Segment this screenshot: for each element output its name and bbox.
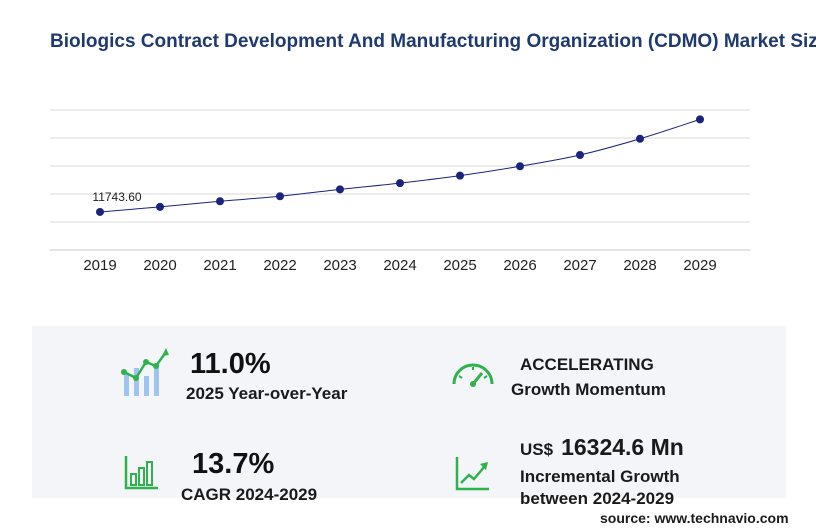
chart-title: Biologics Contract Development And Manuf…	[50, 31, 816, 52]
data-point-2028	[636, 134, 644, 143]
stats-panel	[32, 326, 786, 498]
yoy-value: 11.0%	[190, 348, 271, 380]
incremental-value: 16324.6 Mn	[561, 434, 684, 460]
x-tick-2025: 2025	[443, 257, 476, 274]
currency-label: US$	[520, 440, 554, 459]
data-point-2022	[276, 192, 284, 201]
x-tick-2024: 2024	[383, 257, 416, 274]
data-point-2029	[696, 115, 704, 124]
incremental-value-line: US$ 16324.6 Mn	[520, 434, 684, 461]
cagr-label: CAGR 2024-2029	[181, 485, 318, 504]
x-tick-2029: 2029	[683, 257, 716, 274]
bar-growth-icon	[121, 348, 169, 396]
line-growth-icon	[455, 457, 489, 491]
data-point-2021	[216, 197, 224, 206]
line-chart: 2019 2020 2021 2022 2023 2024 2025 2026 2027 2028…	[50, 109, 750, 274]
series-markers	[96, 115, 704, 216]
x-tick-2021: 2021	[203, 257, 236, 274]
bar-chart-icon	[124, 456, 158, 490]
gridlines	[50, 109, 750, 251]
data-point-2027	[576, 151, 584, 159]
x-tick-2027: 2027	[563, 257, 596, 274]
momentum-line1: ACCELERATING	[520, 355, 654, 374]
data-point-2026	[516, 162, 524, 171]
x-tick-2019: 2019	[83, 257, 116, 274]
yoy-label: 2025 Year-over-Year	[186, 384, 348, 403]
x-tick-2020: 2020	[143, 257, 176, 274]
incremental-line1: Incremental Growth	[520, 467, 680, 486]
cagr-value: 13.7%	[192, 448, 275, 480]
speedometer-icon	[452, 363, 494, 387]
x-tick-2026: 2026	[503, 257, 536, 274]
source-text: source: www.technavio.com	[600, 510, 789, 526]
x-tick-2028: 2028	[623, 257, 656, 274]
data-point-2024	[396, 179, 404, 188]
data-point-2020	[156, 202, 164, 211]
data-labels: 11743.60	[92, 190, 141, 204]
data-point-2025	[456, 171, 464, 180]
x-tick-2022: 2022	[263, 257, 296, 274]
data-point-2019	[96, 207, 104, 216]
x-axis-ticks: 2019 2020 2021 2022 2023 2024 2025 2026 2027 2028…	[83, 257, 716, 274]
momentum-line2: Growth Momentum	[511, 380, 666, 399]
incremental-line2: between 2024-2029	[520, 489, 675, 508]
data-label: 11743.60	[92, 190, 141, 204]
x-tick-2023: 2023	[323, 257, 356, 274]
data-point-2023	[336, 185, 344, 194]
